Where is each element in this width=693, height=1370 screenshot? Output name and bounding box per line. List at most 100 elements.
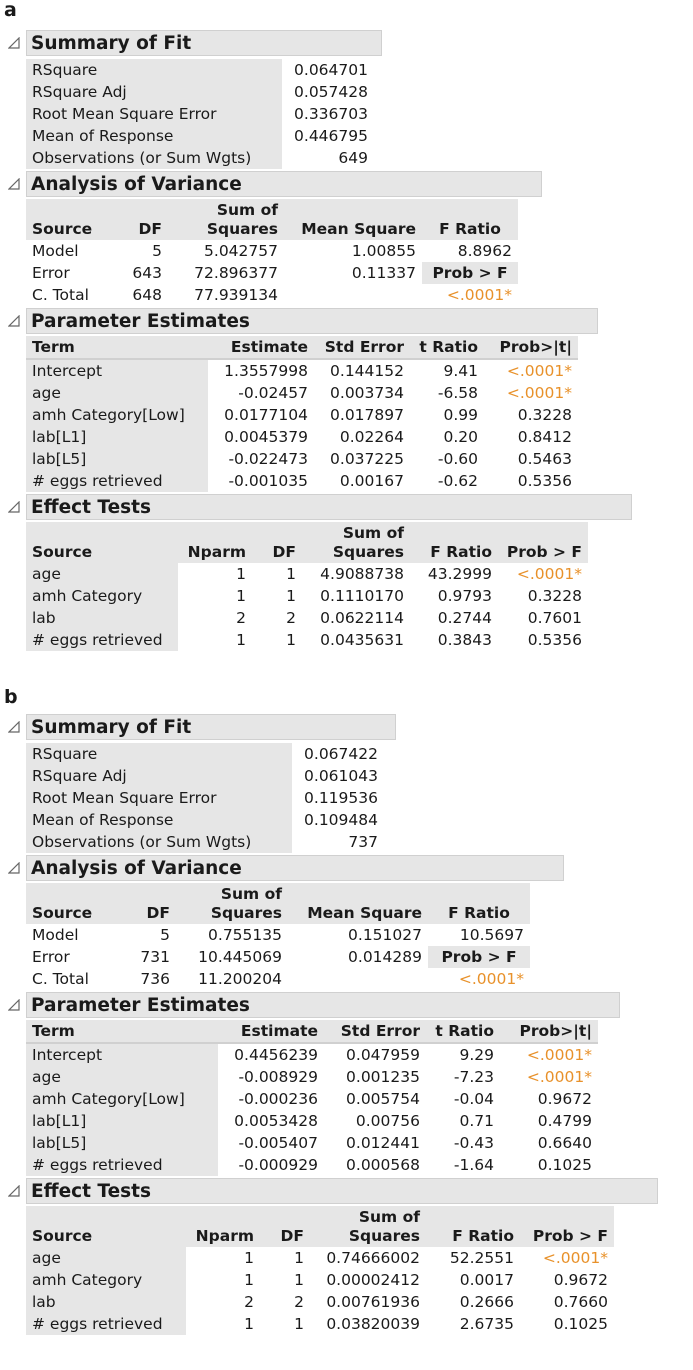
stat-label: Observations (or Sum Wgts) xyxy=(26,147,282,169)
analysis-of-variance-title[interactable]: Analysis of Variance xyxy=(26,171,542,197)
analysis-of-variance-section: Analysis of Variance Source DF Sum of Squ… xyxy=(4,853,693,990)
collapse-triangle-icon[interactable] xyxy=(8,37,20,49)
std-error-cell: 0.017897 xyxy=(330,406,404,424)
ss-cell: 0.74666002 xyxy=(326,1249,420,1267)
col-header-mean-square: Mean Square xyxy=(284,199,422,240)
panel-b: Summary of Fit RSquare 0.067422 RSquare A… xyxy=(4,712,693,1335)
f-ratio-cell: 0.9793 xyxy=(437,587,492,605)
col-header-f-ratio: F Ratio xyxy=(428,883,530,924)
estimate-cell: 0.0045379 xyxy=(224,428,308,446)
estimate-cell: 0.0053428 xyxy=(234,1112,318,1130)
anova-table: Source DF Sum of Squares Mean Square F Ra… xyxy=(26,883,530,990)
prob-f-cell: 0.7660 xyxy=(553,1293,608,1311)
stat-label: Mean of Response xyxy=(26,125,282,147)
collapse-triangle-icon[interactable] xyxy=(8,721,20,733)
collapse-triangle-icon[interactable] xyxy=(8,999,20,1011)
df-cell: 5 xyxy=(160,926,170,944)
std-error-cell: 0.00167 xyxy=(339,472,404,490)
ss-cell: 4.9088738 xyxy=(320,565,404,583)
summary-of-fit-section: Summary of Fit RSquare 0.067422 RSquare A… xyxy=(4,712,693,853)
f-ratio-cell: 10.5697 xyxy=(459,926,524,944)
parameter-estimates-title[interactable]: Parameter Estimates xyxy=(26,308,598,334)
df-cell: 1 xyxy=(294,1249,304,1267)
prob-f-value: <.0001* xyxy=(458,970,524,988)
summary-of-fit-title[interactable]: Summary of Fit xyxy=(26,714,396,740)
t-ratio-cell: 0.71 xyxy=(459,1112,494,1130)
ms-cell xyxy=(288,968,428,990)
table-row: # eggs retrieved 1 1 0.03820039 2.6735 0.1025 xyxy=(26,1313,614,1335)
table-row: lab 2 2 0.0622114 0.2744 0.7601 xyxy=(26,607,588,629)
df-cell: 5 xyxy=(152,242,162,260)
source-cell: C. Total xyxy=(32,286,89,304)
stat-label: RSquare xyxy=(26,59,282,81)
effect-tests-table: Source Nparm DF Sum of Squares F Ratio Pr… xyxy=(26,522,588,651)
std-error-cell: 0.003734 xyxy=(330,384,404,402)
df-cell: 2 xyxy=(294,1293,304,1311)
term-cell: amh Category[Low] xyxy=(26,1088,218,1110)
col-header-prob-f: Prob > F xyxy=(520,1206,614,1247)
estimate-cell: -0.022473 xyxy=(228,450,308,468)
f-ratio-cell: 43.2999 xyxy=(427,565,492,583)
stat-value: 649 xyxy=(338,149,368,167)
stat-value: 0.067422 xyxy=(304,745,378,763)
table-row: amh Category[Low] 0.0177104 0.017897 0.99 0.… xyxy=(26,404,578,426)
source-cell: amh Category xyxy=(26,585,178,607)
source-cell: Error xyxy=(32,948,70,966)
t-ratio-cell: 0.20 xyxy=(443,428,478,446)
stat-value: 737 xyxy=(348,833,378,851)
t-ratio-cell: 9.41 xyxy=(443,362,478,380)
prob-f-cell: 0.5356 xyxy=(527,631,582,649)
summary-of-fit-title[interactable]: Summary of Fit xyxy=(26,30,382,56)
df-cell: 736 xyxy=(140,970,170,988)
term-cell: age xyxy=(26,382,208,404)
table-row: age -0.02457 0.003734 -6.58 <.0001* xyxy=(26,382,578,404)
collapse-triangle-icon[interactable] xyxy=(8,1185,20,1197)
table-row: lab[L5] -0.022473 0.037225 -0.60 0.5463 xyxy=(26,448,578,470)
analysis-of-variance-title[interactable]: Analysis of Variance xyxy=(26,855,564,881)
estimate-cell: -0.000236 xyxy=(238,1090,318,1108)
parameter-estimates-section: Parameter Estimates Term Estimate Std Er… xyxy=(4,306,693,492)
df-cell: 1 xyxy=(286,631,296,649)
prob-f-label: Prob > F xyxy=(422,262,518,284)
term-cell: # eggs retrieved xyxy=(26,1154,218,1176)
collapse-triangle-icon[interactable] xyxy=(8,862,20,874)
parameter-estimates-section: Parameter Estimates Term Estimate Std Er… xyxy=(4,990,693,1176)
col-header-sum-of-squares: Sum of Squares xyxy=(302,522,410,563)
parameter-estimates-title[interactable]: Parameter Estimates xyxy=(26,992,620,1018)
col-header-nparm: Nparm xyxy=(178,522,252,563)
collapse-triangle-icon[interactable] xyxy=(8,501,20,513)
col-header-df: DF xyxy=(260,1206,310,1247)
table-row: lab 2 2 0.00761936 0.2666 0.7660 xyxy=(26,1291,614,1313)
t-ratio-cell: -0.04 xyxy=(453,1090,494,1108)
col-header-df: DF xyxy=(108,883,176,924)
term-cell: age xyxy=(26,1066,218,1088)
summary-of-fit-table: RSquare 0.064701 RSquare Adj 0.057428 Root… xyxy=(26,59,374,169)
col-header-source: Source xyxy=(26,522,178,563)
stat-value: 0.061043 xyxy=(304,767,378,785)
prob-t-cell: 0.1025 xyxy=(537,1156,592,1174)
col-header-t-ratio: t Ratio xyxy=(410,336,484,360)
effect-tests-table: Source Nparm DF Sum of Squares F Ratio Pr… xyxy=(26,1206,614,1335)
estimate-cell: -0.005407 xyxy=(238,1134,318,1152)
prob-f-cell: <.0001* xyxy=(542,1249,608,1267)
summary-of-fit-table: RSquare 0.067422 RSquare Adj 0.061043 Root… xyxy=(26,743,384,853)
table-row: age -0.008929 0.001235 -7.23 <.0001* xyxy=(26,1066,598,1088)
ss-cell: 0.0435631 xyxy=(320,631,404,649)
effect-tests-title[interactable]: Effect Tests xyxy=(26,1178,658,1204)
source-cell: Model xyxy=(32,242,79,260)
table-row: amh Category[Low] -0.000236 0.005754 -0.04 0… xyxy=(26,1088,598,1110)
f-ratio-cell: 0.0017 xyxy=(459,1271,514,1289)
source-cell: lab xyxy=(26,1291,186,1313)
df-cell: 1 xyxy=(294,1271,304,1289)
df-cell: 643 xyxy=(132,264,162,282)
prob-t-cell: 0.8412 xyxy=(517,428,572,446)
table-row: # eggs retrieved -0.000929 0.000568 -1.64 0.… xyxy=(26,1154,598,1176)
table-row: Model 5 5.042757 1.00855 8.8962 xyxy=(26,240,518,262)
effect-tests-title[interactable]: Effect Tests xyxy=(26,494,632,520)
stat-label: Mean of Response xyxy=(26,809,292,831)
collapse-triangle-icon[interactable] xyxy=(8,315,20,327)
prob-t-cell: 0.4799 xyxy=(537,1112,592,1130)
collapse-triangle-icon[interactable] xyxy=(8,178,20,190)
std-error-cell: 0.144152 xyxy=(330,362,404,380)
std-error-cell: 0.037225 xyxy=(330,450,404,468)
